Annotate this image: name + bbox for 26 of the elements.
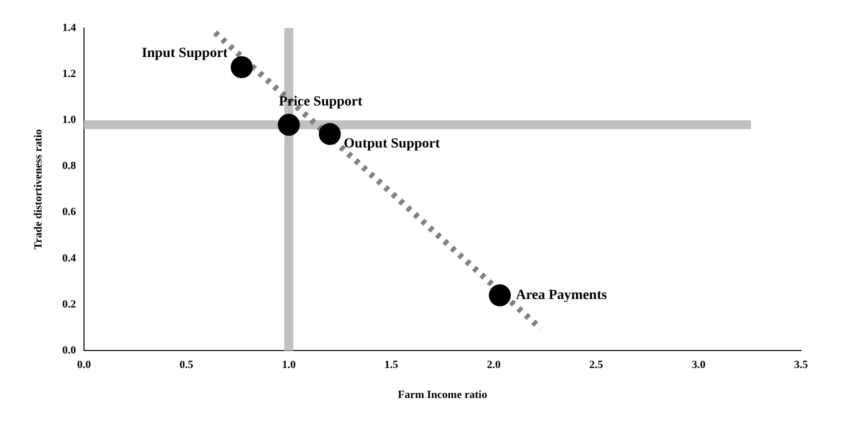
y-tick-label: 0.6	[62, 206, 76, 218]
x-tick-label: 2.5	[589, 359, 604, 372]
y-tick-label: 0.4	[62, 252, 76, 264]
annotation: Price Support	[278, 94, 363, 110]
annotation: Output Support	[344, 136, 440, 152]
point	[488, 284, 511, 306]
annotation: Area Payments	[516, 288, 608, 303]
point	[318, 122, 341, 145]
annotation: Input Support	[142, 46, 228, 61]
x-tick-label: 0.5	[180, 359, 194, 372]
y-tick-label: 1.0	[62, 114, 76, 126]
point	[230, 56, 253, 78]
x-tick-label: 3.5	[794, 359, 808, 372]
y-tick-label: 1.2	[62, 68, 76, 80]
y-tick-label: 1.4	[62, 22, 76, 34]
y-tick-label: 0.2	[62, 298, 76, 310]
x-tick-label: 1.5	[384, 359, 399, 372]
y-axis-title: Trade distortiveness ratio	[32, 128, 44, 250]
point	[278, 114, 300, 136]
x-tick-label: 0.0	[77, 359, 92, 372]
x-axis-title: Farm Income ratio	[398, 389, 488, 402]
x-tick-label: 2.0	[486, 359, 502, 372]
y-tick-label: 0.8	[62, 160, 76, 172]
x-tick-label: 1.0	[282, 359, 296, 372]
x-tick-label: 3.0	[692, 359, 706, 372]
y-tick-label: 0.0	[62, 344, 76, 356]
